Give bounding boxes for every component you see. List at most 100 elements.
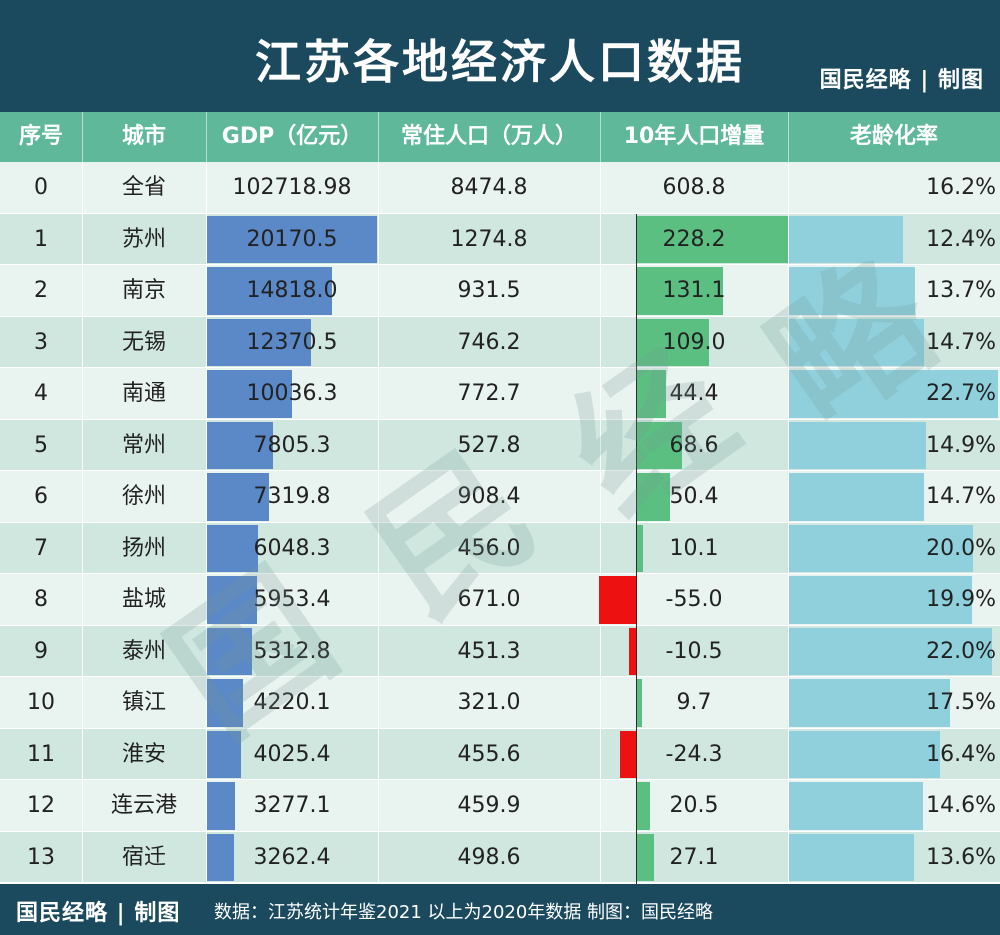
column-divider [206,625,207,677]
row-divider [0,470,1000,471]
column-divider [82,677,83,729]
column-divider [206,780,207,832]
cell-aging: 12.4% [926,226,996,252]
table-row: 3 无锡 12370.5 746.2 109.0 14.7% [0,316,1000,368]
cell-aging: 13.6% [926,844,996,870]
growth-bar-positive [636,370,666,418]
cell-population: 451.3 [457,638,521,664]
column-divider [788,522,789,574]
column-divider [378,677,379,729]
table-row: 0 全省 102718.98 8474.8 608.8 16.2% [0,162,1000,214]
column-divider [600,162,601,214]
cell-population: 746.2 [457,329,521,355]
growth-bar-negative [619,730,636,778]
page-title: 江苏各地经济人口数据 [255,35,745,89]
cell-growth: -10.5 [665,638,723,664]
cell-city: 宿迁 [121,844,166,870]
gdp-bar [207,730,241,778]
gdp-bar [207,318,312,366]
aging-bar [789,730,940,778]
aging-bar [789,627,992,675]
gdp-bar [207,627,252,675]
table-row: 12 连云港 3277.1 459.9 20.5 14.6% [0,780,1000,832]
cell-aging: 14.7% [926,329,996,355]
col-header-growth: 10年人口增量 [623,124,765,149]
cell-gdp: 4220.1 [253,690,331,715]
column-divider [378,574,379,626]
table-row: 4 南通 10036.3 772.7 44.4 22.7% [0,368,1000,420]
cell-seq: 4 [34,381,48,406]
column-divider [788,419,789,471]
cell-population: 527.8 [457,432,521,458]
column-divider [378,368,379,420]
row-divider [0,212,1000,214]
column-divider [82,213,83,265]
column-divider [206,471,207,523]
table-row: 11 淮安 4025.4 455.6 -24.3 16.4% [0,728,1000,780]
cell-gdp: 102718.98 [232,175,352,200]
table-row: 10 镇江 4220.1 321.0 9.7 17.5% [0,677,1000,729]
column-divider [378,471,379,523]
cell-city: 扬州 [121,535,166,561]
gdp-bar [207,576,258,624]
column-divider [206,831,207,883]
column-divider [788,316,789,368]
cell-city: 南通 [121,381,166,406]
column-divider [600,625,601,677]
cell-seq: 1 [34,226,48,252]
cell-growth: 50.4 [669,484,719,509]
cell-population: 772.7 [457,381,521,406]
col-header-seq: 序号 [18,124,63,149]
row-divider [0,830,1000,832]
table-row: 7 扬州 6048.3 456.0 10.1 20.0% [0,522,1000,574]
column-divider [600,677,601,729]
cell-aging: 14.6% [926,793,996,818]
cell-seq: 8 [34,587,48,612]
column-divider [82,316,83,368]
column-divider [82,831,83,883]
cell-aging: 14.9% [926,432,996,458]
cell-gdp: 20170.5 [246,226,338,252]
cell-seq: 3 [34,329,48,355]
column-divider [788,213,789,265]
gdp-bar [207,421,273,469]
column-divider [600,419,601,471]
cell-aging: 13.7% [926,278,996,303]
aging-bar [789,576,973,624]
column-divider [600,368,601,420]
cell-growth: 228.2 [662,226,726,252]
column-divider [788,368,789,420]
cell-seq: 2 [34,278,48,303]
row-divider [0,418,1000,420]
column-divider [82,574,83,626]
column-divider [82,162,83,214]
growth-zero-axis [636,214,637,884]
cell-population: 459.9 [457,793,521,818]
table-row: 13 宿迁 3262.4 498.6 27.1 13.6% [0,831,1000,883]
column-divider [82,471,83,523]
cell-aging: 16.2% [926,175,996,200]
column-divider [600,522,601,574]
column-divider [378,265,379,317]
cell-aging: 22.7% [926,381,996,406]
col-divider [600,112,601,162]
column-divider [600,831,601,883]
gdp-bar [207,833,235,881]
column-divider [600,265,601,317]
col-divider [206,112,207,162]
cell-growth: 27.1 [669,844,719,870]
growth-bar-positive [636,524,643,572]
col-header-gdp: GDP（亿元） [221,124,363,149]
cell-gdp: 3262.4 [253,844,331,870]
cell-gdp: 3277.1 [253,793,331,818]
cell-growth: 608.8 [662,175,726,200]
cell-population: 908.4 [457,484,521,509]
cell-seq: 11 [27,741,55,767]
growth-bar-positive [636,782,650,830]
growth-bar-negative [629,627,636,675]
table-row: 2 南京 14818.0 931.5 131.1 13.7% [0,265,1000,317]
cell-growth: 44.4 [669,381,719,406]
aging-bar [789,679,951,727]
column-divider [82,522,83,574]
growth-bar-positive [636,318,709,366]
